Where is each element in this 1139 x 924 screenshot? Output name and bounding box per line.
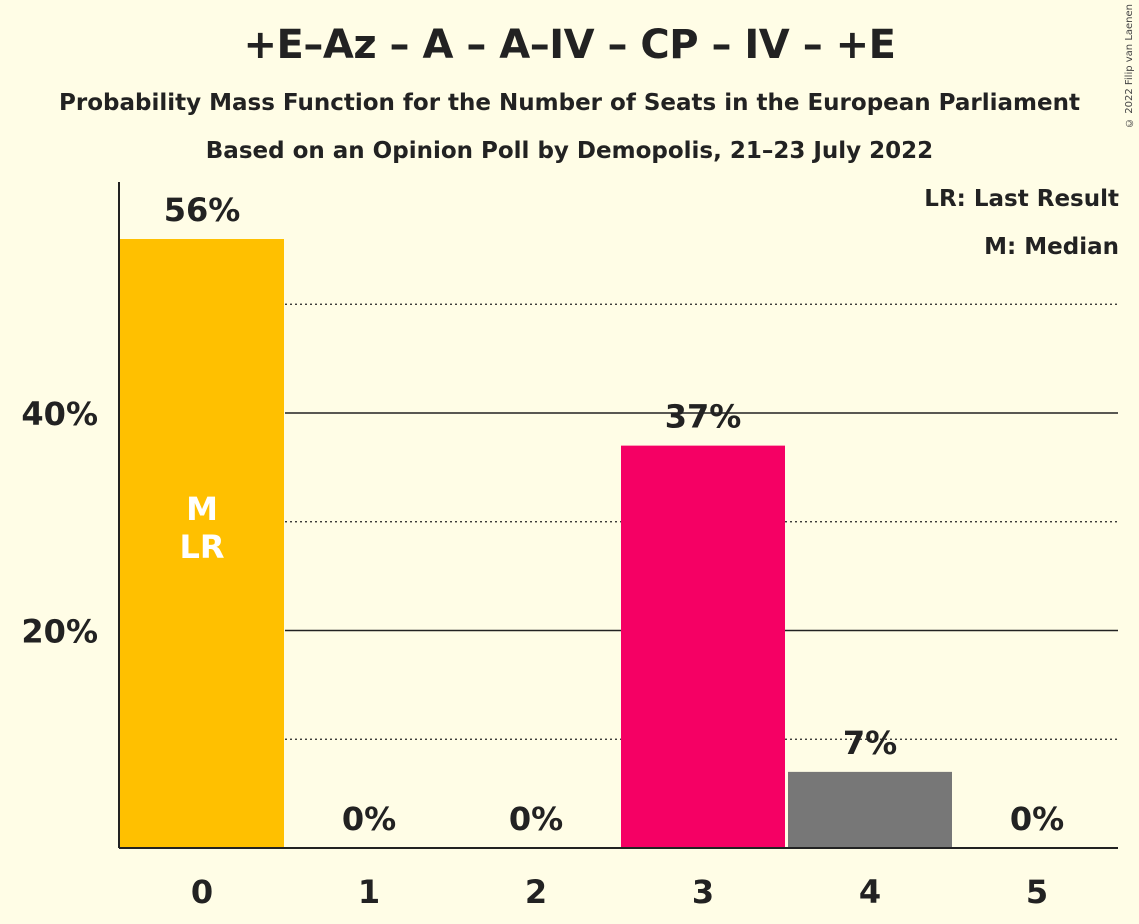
median-marker: M xyxy=(186,490,218,528)
chart-subtitle: Probability Mass Function for the Number… xyxy=(59,90,1080,116)
bar-value-label: 56% xyxy=(164,191,241,229)
x-tick-label: 2 xyxy=(525,873,547,911)
chart-title: +E–Az – A – A–IV – CP – IV – +E xyxy=(243,22,896,68)
bar-value-label: 0% xyxy=(509,800,563,838)
y-tick-label: 40% xyxy=(21,395,98,433)
bar-seats-0 xyxy=(120,239,284,848)
bar-value-label: 0% xyxy=(342,800,396,838)
x-tick-label: 4 xyxy=(859,873,881,911)
bar-seats-4 xyxy=(788,771,952,848)
x-tick-label: 3 xyxy=(692,873,714,911)
bar-value-label: 0% xyxy=(1010,800,1064,838)
legend-last-result: LR: Last Result xyxy=(924,186,1119,212)
bar-value-label: 37% xyxy=(665,398,742,436)
x-tick-label: 5 xyxy=(1026,873,1048,911)
bar-value-label: 7% xyxy=(843,724,897,762)
x-tick-label: 1 xyxy=(358,873,380,911)
chart-source-line: Based on an Opinion Poll by Demopolis, 2… xyxy=(205,138,934,164)
y-tick-label: 20% xyxy=(21,613,98,651)
bar-seats-3 xyxy=(621,445,785,848)
last-result-marker: LR xyxy=(179,528,224,566)
x-tick-label: 0 xyxy=(191,873,213,911)
legend-median: M: Median xyxy=(984,234,1119,260)
